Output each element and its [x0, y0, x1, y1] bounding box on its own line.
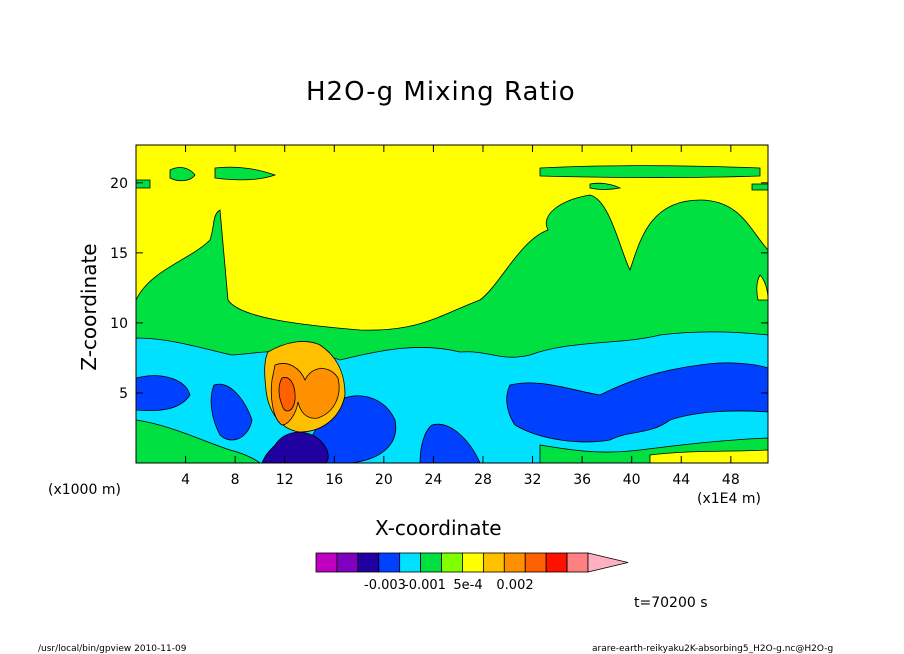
colorbar-swatch [336, 552, 359, 573]
y-tick-label: 5 [119, 386, 128, 402]
colorbar-swatch [378, 552, 401, 573]
colorbar-swatch [462, 552, 484, 573]
x-tick-label: 28 [474, 472, 492, 488]
x-tick-label: 32 [524, 472, 542, 488]
colorbar: -0.003-0.001 5e-4 0.002 [315, 552, 629, 593]
x-tick-label: 16 [325, 472, 343, 488]
colorbar-swatch [420, 552, 442, 573]
contour-lower-yellow [649, 449, 768, 463]
footer-right: arare-earth-reikyaku2K-absorbing5_H2O-g.… [592, 644, 834, 654]
x-tick-label: 36 [573, 472, 591, 488]
colorbar-label: 0.002 [496, 578, 533, 593]
colorbar-swatch [399, 552, 422, 573]
contour-top-spots [136, 165, 768, 191]
colorbar-arrow [587, 552, 629, 573]
chart-title: H2O-g Mixing Ratio [306, 77, 576, 107]
x-tick-label: 24 [424, 472, 442, 488]
time-label: t=70200 s [634, 595, 708, 611]
colorbar-swatch [566, 552, 589, 573]
colorbar-label: -0.001 [404, 578, 446, 593]
y-tick-label: 10 [110, 316, 128, 332]
colorbar-swatch [482, 552, 505, 573]
y-tick-label: 20 [110, 176, 128, 192]
contour-red-core [278, 377, 296, 412]
y-axis-label: Z-coordinate [77, 243, 101, 371]
x-unit-label: (x1E4 m) [697, 491, 761, 507]
colorbar-swatch [524, 552, 547, 573]
y-tick-label: 15 [110, 246, 128, 262]
y-unit-label: (x1000 m) [48, 482, 121, 498]
colorbar-label: -0.003 [364, 578, 406, 593]
x-tick-label: 40 [623, 472, 641, 488]
colorbar-swatch [315, 552, 338, 573]
plot-frame [135, 144, 769, 464]
y-tick-group: 5 10 15 20 [110, 176, 768, 402]
x-tick-label: 44 [672, 472, 690, 488]
x-tick-group: 4 8 12 16 20 24 28 32 36 40 44 48 [181, 145, 740, 488]
contour-navy-core [261, 431, 329, 463]
x-tick-label: 12 [276, 472, 294, 488]
x-tick-label: 20 [375, 472, 393, 488]
contour-blue-band [136, 362, 768, 463]
colorbar-swatch [441, 552, 463, 573]
contour-right-pocket [756, 274, 768, 301]
colorbar-swatch [357, 552, 380, 573]
colorbar-swatch [545, 552, 568, 573]
x-tick-label: 8 [231, 472, 240, 488]
x-tick-label: 4 [181, 472, 190, 488]
x-axis-label: X-coordinate [375, 516, 502, 540]
colorbar-swatch [503, 552, 526, 573]
colorbar-label: 5e-4 [453, 578, 482, 593]
footer-left: /usr/local/bin/gpview 2010-11-09 [38, 644, 187, 654]
x-tick-label: 48 [722, 472, 740, 488]
